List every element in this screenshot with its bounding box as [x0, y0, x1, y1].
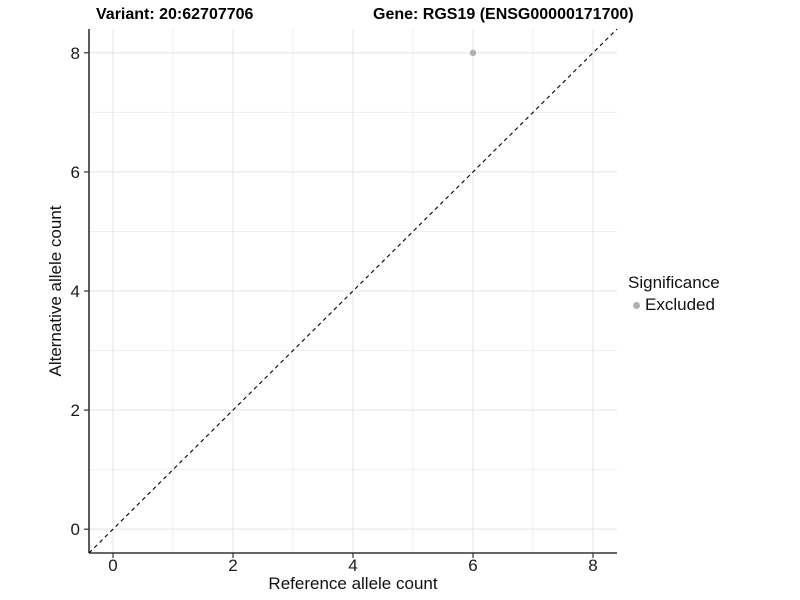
x-axis-title: Reference allele count: [268, 574, 438, 593]
plot-title-gene: Gene: RGS19 (ENSG00000171700): [373, 6, 634, 23]
legend-point-swatch: [633, 301, 640, 309]
legend-title: Significance: [628, 273, 720, 292]
data-point: [469, 49, 477, 57]
y-axis-title: Alternative allele count: [46, 205, 65, 377]
x-tick-label: 4: [348, 556, 357, 575]
y-tick-label: 8: [71, 44, 80, 63]
legend: Significance Excluded: [628, 273, 720, 315]
x-tick-label: 2: [228, 556, 237, 575]
y-tick-label: 2: [71, 401, 80, 420]
y-tick-label: 0: [71, 520, 80, 539]
x-tick-label: 0: [108, 556, 117, 575]
y-tick-label: 6: [71, 163, 80, 182]
x-tick-label: 6: [468, 556, 477, 575]
y-tick-label: 4: [71, 282, 80, 301]
legend-item-excluded: Excluded: [628, 295, 720, 315]
x-tick-label: 8: [588, 556, 597, 575]
plot-title-variant: Variant: 20:62707706: [96, 6, 254, 23]
legend-item-label: Excluded: [645, 295, 715, 314]
identity-dashed-line: [88, 28, 618, 554]
